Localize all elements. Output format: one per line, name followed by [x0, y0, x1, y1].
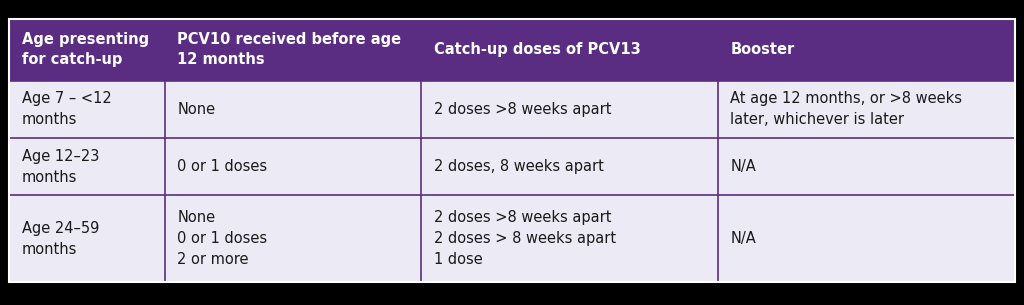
Text: At age 12 months, or >8 weeks
later, whichever is later: At age 12 months, or >8 weeks later, whi… [730, 92, 963, 127]
Bar [165, 19, 422, 81]
Bar [9, 138, 165, 196]
Text: Age 24–59
months: Age 24–59 months [22, 221, 99, 257]
Bar [422, 81, 718, 138]
Bar [165, 81, 422, 138]
Text: Age 12–23
months: Age 12–23 months [22, 149, 99, 185]
Bar [718, 138, 1015, 196]
Text: None
0 or 1 doses
2 or more: None 0 or 1 doses 2 or more [177, 210, 267, 267]
Bar [422, 19, 718, 81]
Bar [9, 196, 165, 282]
Text: N/A: N/A [730, 159, 756, 174]
Text: PCV10 received before age
12 months: PCV10 received before age 12 months [177, 32, 401, 67]
Bar [165, 138, 422, 196]
Text: 0 or 1 doses: 0 or 1 doses [177, 159, 267, 174]
Bar [718, 19, 1015, 81]
Text: Booster: Booster [730, 42, 795, 57]
Text: Age 7 – <12
months: Age 7 – <12 months [22, 92, 112, 127]
Text: N/A: N/A [730, 231, 756, 246]
Bar [422, 196, 718, 282]
Text: 2 doses >8 weeks apart: 2 doses >8 weeks apart [434, 102, 611, 117]
Bar [422, 138, 718, 196]
Bar [9, 19, 165, 81]
Bar [9, 19, 1015, 282]
Bar [718, 196, 1015, 282]
Text: None: None [177, 102, 215, 117]
Bar [165, 196, 422, 282]
Text: 2 doses, 8 weeks apart: 2 doses, 8 weeks apart [434, 159, 604, 174]
Text: Age presenting
for catch-up: Age presenting for catch-up [22, 32, 148, 67]
Bar [9, 81, 165, 138]
Text: Catch-up doses of PCV13: Catch-up doses of PCV13 [434, 42, 641, 57]
Bar [718, 81, 1015, 138]
Text: 2 doses >8 weeks apart
2 doses > 8 weeks apart
1 dose: 2 doses >8 weeks apart 2 doses > 8 weeks… [434, 210, 615, 267]
